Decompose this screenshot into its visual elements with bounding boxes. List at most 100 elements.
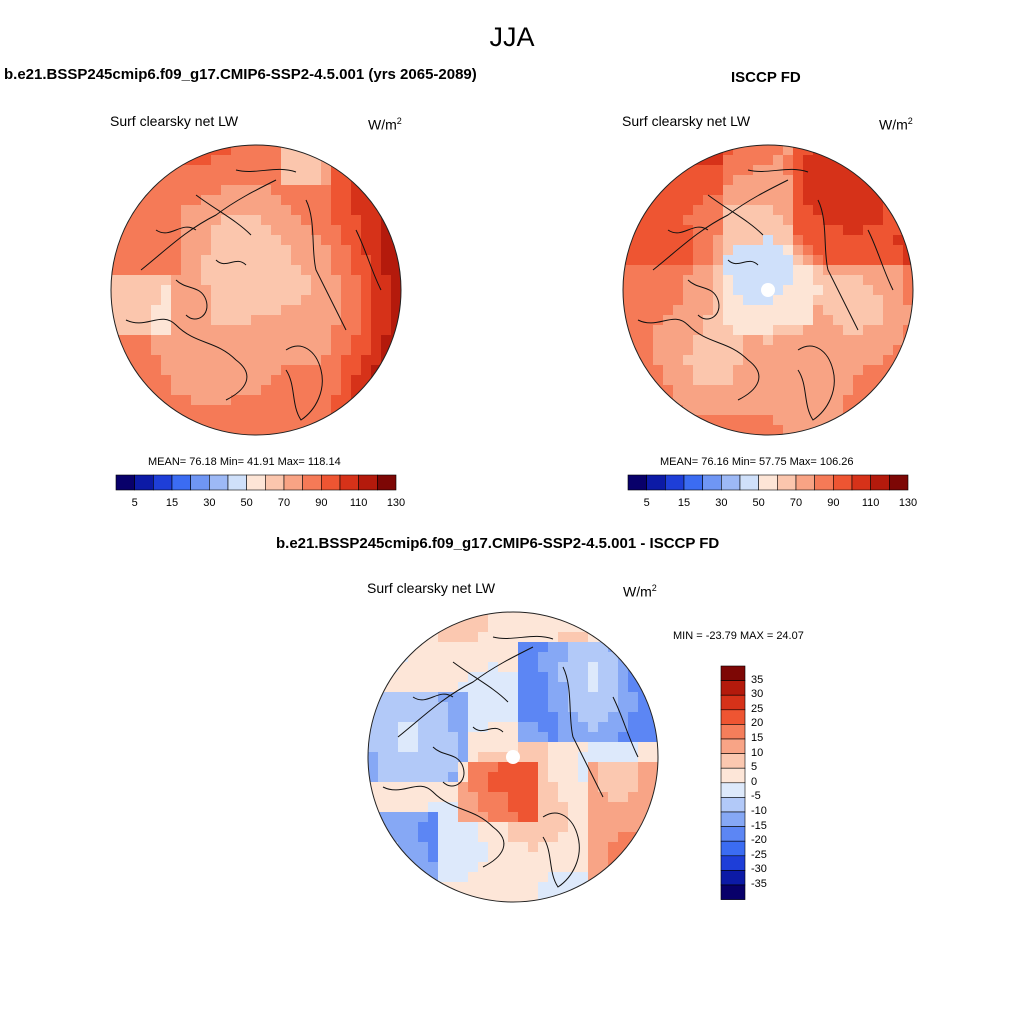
field-cell xyxy=(743,385,754,396)
field-cell xyxy=(528,842,539,853)
field-cell xyxy=(488,612,499,623)
field-cell xyxy=(793,385,804,396)
field-cell xyxy=(548,852,559,863)
field-cell xyxy=(703,225,714,236)
field-cell xyxy=(241,305,252,316)
field-cell xyxy=(643,355,654,366)
field-cell xyxy=(713,365,724,376)
field-cell xyxy=(438,812,449,823)
field-cell xyxy=(191,285,202,296)
field-cell xyxy=(843,285,854,296)
field-cell xyxy=(873,345,884,356)
field-cell xyxy=(361,305,372,316)
field-cell xyxy=(351,175,362,186)
field-cell xyxy=(131,255,142,266)
field-cell xyxy=(488,742,499,753)
field-cell xyxy=(783,155,794,166)
field-cell xyxy=(211,195,222,206)
field-cell xyxy=(251,175,262,186)
field-cell xyxy=(683,375,694,386)
field-cell xyxy=(281,185,292,196)
field-cell xyxy=(478,642,489,653)
field-cell xyxy=(693,175,704,186)
field-cell xyxy=(558,842,569,853)
colorbar-swatch xyxy=(833,474,853,491)
field-cell xyxy=(418,742,429,753)
field-cell xyxy=(301,295,312,306)
field-cell xyxy=(883,285,894,296)
colorbar-tick-label: -20 xyxy=(751,834,767,847)
field-cell xyxy=(733,365,744,376)
field-cell xyxy=(683,245,694,256)
field-cell xyxy=(703,165,714,176)
field-cell xyxy=(191,375,202,386)
field-cell xyxy=(231,245,242,256)
coastline-5 xyxy=(562,666,639,798)
field-cell xyxy=(548,722,559,733)
field-cell xyxy=(161,265,172,276)
field-cell xyxy=(773,335,784,346)
field-cell xyxy=(703,255,714,266)
field-cell xyxy=(793,245,804,256)
field-cell xyxy=(803,375,814,386)
field-cell xyxy=(618,832,629,843)
colorbar-swatch xyxy=(720,782,746,798)
field-cell xyxy=(518,792,529,803)
field-cell xyxy=(813,205,824,216)
field-cell xyxy=(241,275,252,286)
field-cell xyxy=(843,215,854,226)
field-cell xyxy=(753,295,764,306)
field-cell xyxy=(388,722,399,733)
field-cell xyxy=(301,385,312,396)
field-cell xyxy=(578,722,589,733)
field-cell xyxy=(618,842,629,853)
field-cell xyxy=(321,405,332,416)
field-cell xyxy=(151,335,162,346)
field-cell xyxy=(448,832,459,843)
field-cell xyxy=(548,672,559,683)
field-cell xyxy=(693,375,704,386)
field-cell xyxy=(291,255,302,266)
field-cell xyxy=(653,195,664,206)
field-cell xyxy=(271,165,282,176)
field-cell xyxy=(803,225,814,236)
map-panel-2 xyxy=(623,145,913,435)
field-cell xyxy=(301,375,312,386)
field-cell xyxy=(683,255,694,266)
field-cell xyxy=(131,325,142,336)
field-cell xyxy=(508,802,519,813)
field-cell xyxy=(498,802,509,813)
field-cell xyxy=(161,385,172,396)
field-cell xyxy=(558,892,569,902)
field-cell xyxy=(478,652,489,663)
field-cell xyxy=(311,285,322,296)
field-cell xyxy=(341,325,352,336)
field-cell xyxy=(321,245,332,256)
colorbar-swatch xyxy=(720,884,746,900)
field-cell xyxy=(578,772,589,783)
field-cell xyxy=(803,195,814,206)
field-cell xyxy=(548,762,559,773)
field-cell xyxy=(201,155,212,166)
field-cell xyxy=(391,255,401,266)
field-cell xyxy=(783,365,794,376)
field-cell xyxy=(418,792,429,803)
field-cell xyxy=(191,305,202,316)
field-cell xyxy=(211,325,222,336)
field-cell xyxy=(141,315,152,326)
field-cell xyxy=(331,395,342,406)
field-cell xyxy=(418,722,429,733)
field-cell xyxy=(201,205,212,216)
field-cell xyxy=(823,185,834,196)
field-cell xyxy=(763,205,774,216)
field-cell xyxy=(251,325,262,336)
field-cell xyxy=(321,295,332,306)
field-cell xyxy=(518,662,529,673)
field-cell xyxy=(628,822,639,833)
field-cell xyxy=(558,782,569,793)
field-cell xyxy=(598,802,609,813)
field-cell xyxy=(281,335,292,346)
field-cell xyxy=(833,175,844,186)
field-cell xyxy=(231,415,242,426)
field-cell xyxy=(341,205,352,216)
